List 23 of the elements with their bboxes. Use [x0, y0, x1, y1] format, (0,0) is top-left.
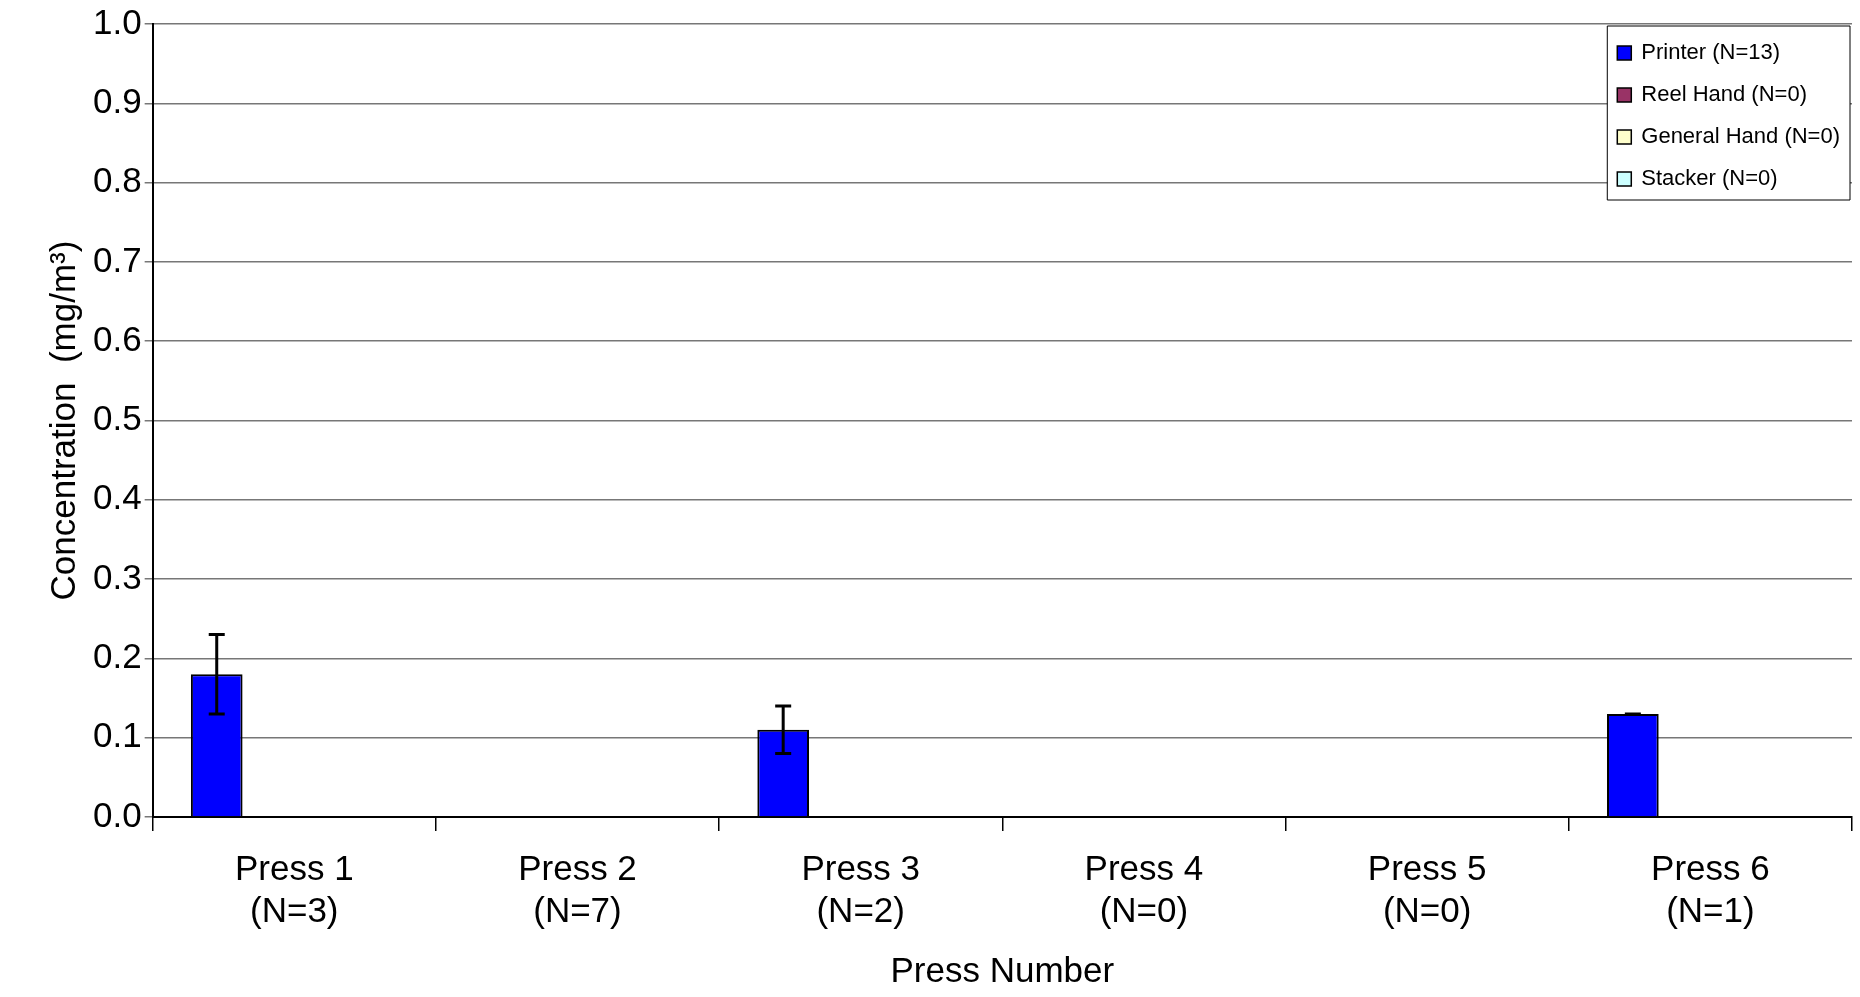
- y-tick-label: 0.7: [93, 239, 142, 279]
- legend-label: Printer (N=13): [1641, 39, 1781, 65]
- x-tick-label: Press 6 (N=1): [1651, 847, 1770, 929]
- x-tick-label: Press 5 (N=0): [1367, 847, 1487, 929]
- y-tick-label: 0.8: [93, 160, 142, 200]
- x-tick-label: Press 4 (N=0): [1084, 847, 1204, 929]
- y-tick-label: 0.5: [93, 398, 142, 438]
- legend-label: Stacker (N=0): [1641, 165, 1778, 191]
- x-tick-label: Press 3 (N=2): [801, 847, 921, 929]
- x-tick-label: Press 1 (N=3): [234, 847, 354, 929]
- y-tick-label: 0.1: [93, 715, 142, 755]
- y-tick-label: 1.0: [93, 1, 142, 41]
- y-tick-label: 0.2: [93, 636, 142, 676]
- y-tick-label: 0.3: [93, 556, 142, 596]
- x-axis-title: Press Number: [890, 949, 1115, 989]
- legend-label: General Hand (N=0): [1641, 123, 1841, 149]
- legend-label: Reel Hand (N=0): [1641, 81, 1807, 107]
- y-tick-label: 0.0: [93, 794, 142, 834]
- y-tick-label: 0.9: [93, 80, 142, 120]
- x-tick-label: Press 2 (N=7): [518, 847, 637, 929]
- y-tick-label: 0.6: [93, 318, 142, 358]
- y-tick-label: 0.4: [93, 477, 142, 517]
- y-axis-title: Concentration (mg/m³): [42, 240, 82, 601]
